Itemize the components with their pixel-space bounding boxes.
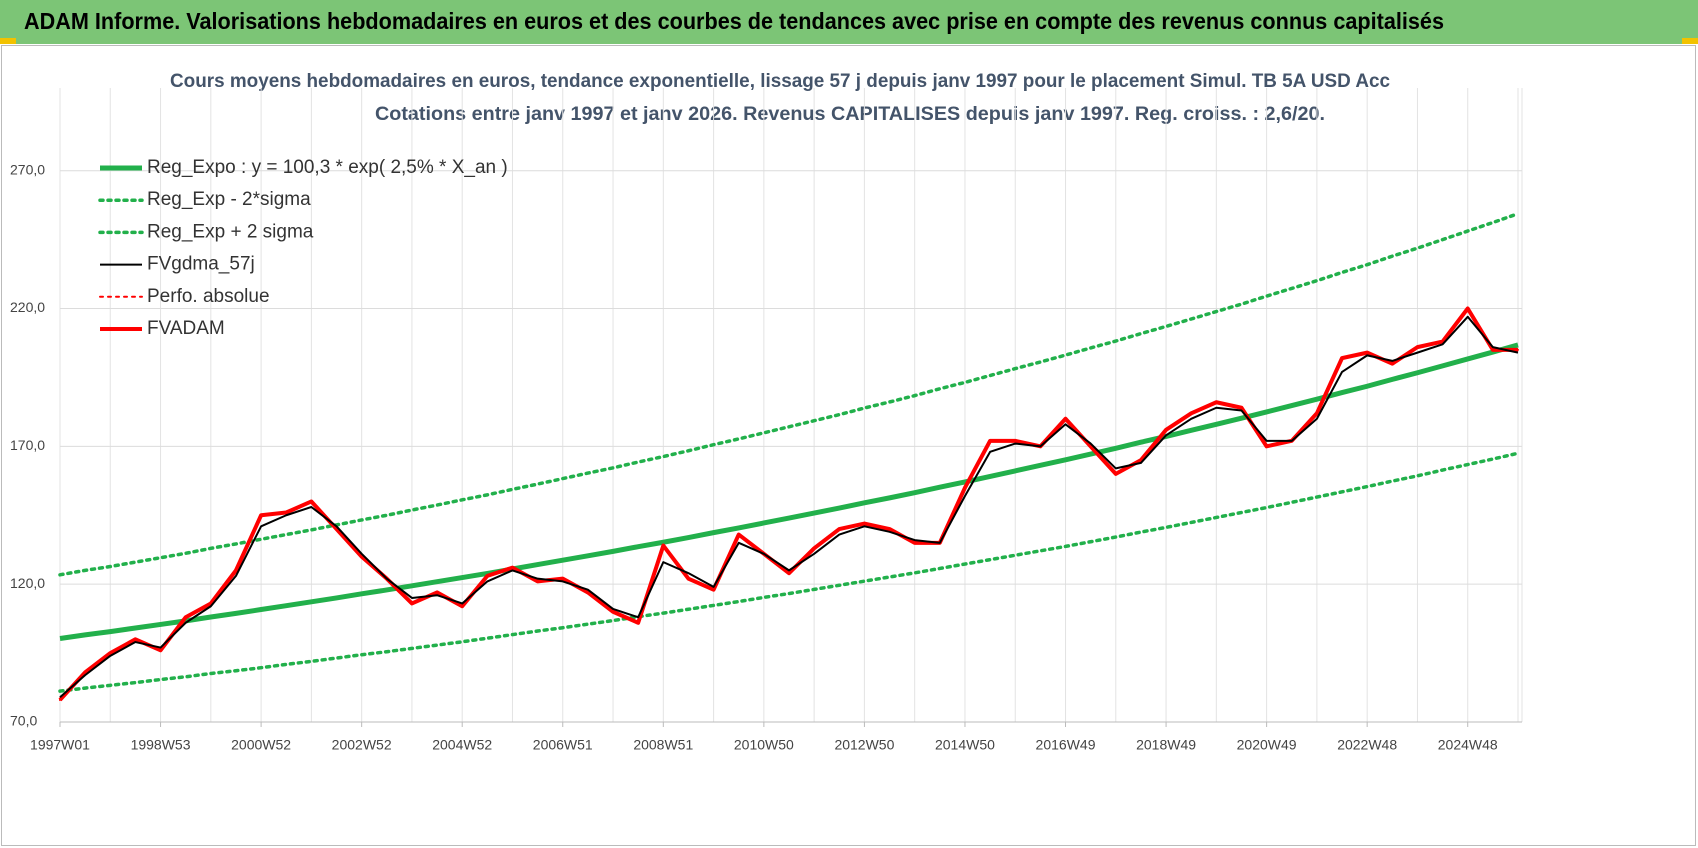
legend-label: FVADAM [147, 318, 225, 339]
x-tick-label: 2000W52 [231, 737, 291, 753]
header-bar [0, 0, 1698, 44]
y-tick-label: 220,0 [10, 299, 45, 315]
x-tick-label: 2012W50 [834, 737, 894, 753]
x-tick-label: 1998W53 [131, 737, 191, 753]
chart-title: Cours moyens hebdomadaires en euros, ten… [170, 71, 1390, 92]
series-line [59, 342, 1519, 641]
x-tick-label: 2018W49 [1136, 737, 1196, 753]
x-tick-label: 2014W50 [935, 737, 995, 753]
series-line [59, 315, 1519, 698]
y-tick-label: 170,0 [10, 437, 45, 453]
x-tick-label: 2002W52 [332, 737, 392, 753]
x-tick-label: 2024W48 [1438, 737, 1498, 753]
corner-mark [0, 38, 16, 44]
y-tick-label: 270,0 [10, 161, 45, 177]
legend-label: Reg_Exp + 2 sigma [147, 221, 314, 242]
x-tick-label: 2020W49 [1237, 737, 1297, 753]
x-tick-label: 1997W01 [30, 737, 90, 753]
header-title: ADAM Informe. Valorisations hebdomadaire… [24, 8, 1444, 34]
x-tick-label: 2004W52 [432, 737, 492, 753]
x-tick-label: 2006W51 [533, 737, 593, 753]
legend-label: Reg_Expo : y = 100,3 * exp( 2,5% * X_an … [147, 157, 508, 178]
chart-subtitle: Cotations entre janv 1997 et janv 2026. … [375, 104, 1325, 125]
series-line [58, 451, 1520, 693]
chart-border [1, 45, 1696, 846]
legend-label: FVgdma_57j [147, 254, 255, 275]
series-line [58, 306, 1518, 702]
y-tick-label: 120,0 [10, 575, 45, 591]
series-line [58, 211, 1520, 577]
x-tick-label: 2008W51 [633, 737, 693, 753]
x-tick-label: 2022W48 [1337, 737, 1397, 753]
x-tick-label: 2010W50 [734, 737, 794, 753]
legend-label: Reg_Exp - 2*sigma [147, 189, 311, 210]
y-tick-label: 70,0 [10, 713, 37, 729]
series-line [59, 307, 1519, 701]
x-tick-label: 2016W49 [1036, 737, 1096, 753]
corner-mark [1682, 38, 1698, 44]
legend-label: Perfo. absolue [147, 286, 270, 307]
